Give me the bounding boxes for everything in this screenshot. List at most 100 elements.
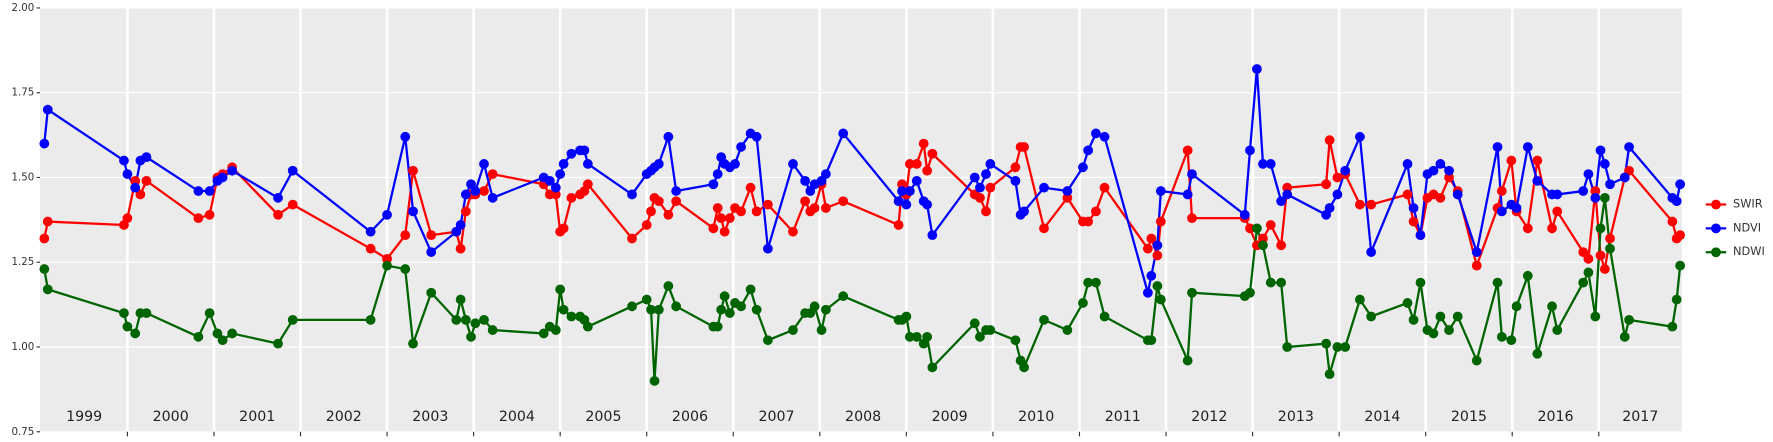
point	[763, 243, 773, 254]
point	[985, 182, 996, 193]
point	[566, 148, 577, 159]
point	[1408, 314, 1419, 325]
point	[1408, 203, 1419, 213]
point	[1252, 64, 1262, 74]
point	[426, 247, 437, 257]
point	[1471, 260, 1482, 271]
point	[1619, 331, 1630, 342]
point	[1435, 159, 1446, 169]
point	[400, 264, 411, 274]
year-label: 2016	[1537, 409, 1573, 425]
point	[130, 182, 141, 193]
point	[1010, 335, 1021, 346]
point	[975, 192, 985, 203]
point	[582, 159, 593, 169]
point	[479, 314, 489, 325]
point	[1595, 145, 1606, 156]
point	[365, 314, 376, 325]
point	[809, 203, 820, 213]
point	[1492, 142, 1503, 152]
point	[911, 159, 922, 169]
point	[1444, 325, 1454, 335]
point	[1552, 206, 1563, 217]
year-label: 2001	[239, 409, 275, 425]
y-tick-label: 1.00	[12, 342, 35, 353]
point	[365, 226, 376, 237]
point	[1667, 321, 1678, 332]
point	[816, 325, 827, 335]
point	[724, 213, 735, 224]
point	[1039, 182, 1049, 193]
point	[1324, 369, 1335, 380]
point	[1578, 277, 1589, 288]
point	[671, 186, 682, 196]
point	[1282, 182, 1293, 193]
point	[273, 209, 283, 220]
point	[820, 304, 831, 315]
point	[1583, 169, 1594, 179]
point	[193, 213, 204, 224]
point	[1155, 216, 1166, 227]
point	[1583, 267, 1594, 278]
point	[1366, 199, 1377, 210]
point	[1532, 175, 1543, 186]
point	[204, 209, 215, 220]
year-label: 2000	[153, 409, 189, 425]
point	[719, 291, 730, 302]
point	[653, 159, 664, 169]
point	[558, 223, 569, 234]
point	[1671, 294, 1682, 305]
point	[922, 331, 933, 342]
year-label: 2014	[1364, 409, 1400, 425]
point	[1010, 162, 1021, 173]
point	[479, 159, 489, 169]
point	[1578, 186, 1589, 196]
point	[751, 206, 762, 217]
point	[1182, 355, 1193, 366]
point	[479, 186, 489, 196]
point	[579, 145, 590, 156]
point	[1675, 260, 1686, 271]
year-label: 2003	[412, 409, 448, 425]
point	[708, 223, 719, 234]
point	[1062, 325, 1073, 335]
point	[627, 233, 637, 244]
point	[1444, 165, 1454, 176]
point	[985, 159, 996, 169]
point	[204, 186, 215, 196]
point	[42, 284, 53, 295]
point	[1428, 328, 1439, 339]
point	[736, 301, 746, 312]
year-label: 2008	[845, 409, 881, 425]
point	[217, 172, 228, 183]
point	[1496, 331, 1507, 342]
point	[1605, 233, 1615, 244]
point	[1091, 206, 1101, 217]
y-tick-label: 2.00	[12, 3, 35, 14]
point	[1276, 196, 1287, 207]
point	[550, 182, 561, 193]
point	[1595, 223, 1606, 234]
point	[911, 331, 922, 342]
point	[911, 175, 922, 186]
point	[426, 287, 437, 298]
point	[1415, 230, 1426, 241]
point	[1332, 172, 1343, 183]
point	[641, 220, 652, 230]
point	[119, 155, 129, 166]
point	[653, 304, 664, 315]
point	[1619, 172, 1630, 183]
point	[730, 159, 740, 169]
point	[663, 281, 674, 291]
point	[1083, 145, 1094, 156]
point	[663, 131, 674, 142]
point	[408, 338, 418, 349]
point	[558, 304, 569, 315]
panel	[39, 7, 1682, 432]
point	[763, 199, 773, 210]
point	[897, 186, 907, 196]
point	[1276, 277, 1287, 288]
point	[217, 335, 228, 346]
point	[712, 169, 723, 179]
point	[1578, 247, 1589, 257]
